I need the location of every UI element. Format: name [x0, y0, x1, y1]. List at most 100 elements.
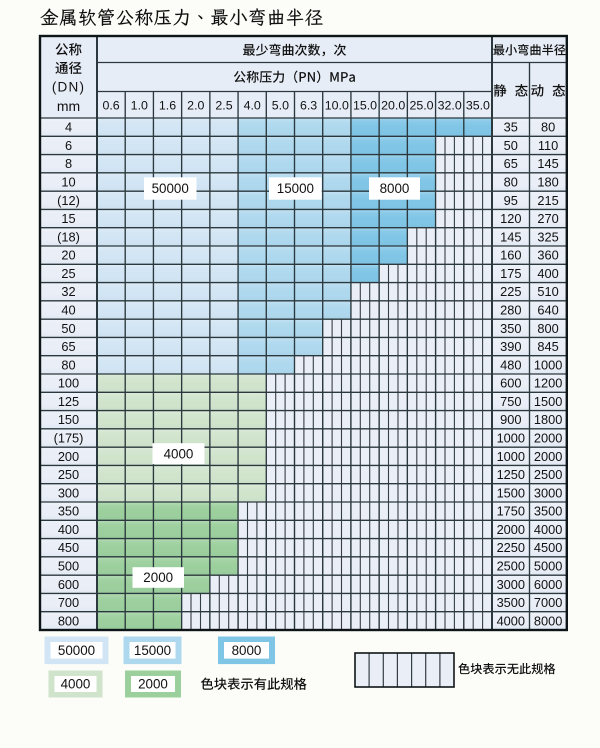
svg-text:20.0: 20.0	[381, 99, 405, 113]
svg-text:35.0: 35.0	[466, 99, 490, 113]
svg-text:180: 180	[537, 175, 558, 190]
svg-text:2000: 2000	[143, 570, 173, 585]
svg-text:50000: 50000	[152, 181, 189, 196]
svg-text:35: 35	[504, 120, 518, 135]
svg-text:15000: 15000	[277, 181, 314, 196]
svg-text:10.0: 10.0	[325, 99, 349, 113]
svg-text:2500: 2500	[497, 559, 525, 574]
svg-text:350: 350	[58, 504, 79, 519]
svg-text:2000: 2000	[497, 522, 525, 537]
svg-text:1200: 1200	[534, 376, 562, 391]
svg-text:80: 80	[61, 357, 75, 372]
svg-text:360: 360	[537, 248, 558, 263]
svg-text:800: 800	[58, 613, 79, 628]
svg-text:50: 50	[61, 321, 75, 336]
svg-text:325: 325	[537, 229, 558, 244]
svg-text:225: 225	[500, 284, 521, 299]
svg-text:450: 450	[58, 540, 79, 555]
svg-text:145: 145	[537, 156, 558, 171]
svg-text:(12): (12)	[57, 193, 80, 208]
svg-text:6: 6	[65, 138, 72, 153]
svg-text:25: 25	[61, 266, 75, 281]
svg-text:120: 120	[500, 211, 521, 226]
svg-text:4000: 4000	[497, 613, 525, 628]
svg-text:8000: 8000	[232, 643, 262, 658]
svg-text:280: 280	[500, 303, 521, 318]
svg-text:215: 215	[537, 193, 558, 208]
svg-text:270: 270	[537, 211, 558, 226]
svg-text:32: 32	[61, 284, 75, 299]
svg-text:8: 8	[65, 156, 72, 171]
svg-text:8000: 8000	[380, 181, 410, 196]
svg-text:15.0: 15.0	[353, 99, 377, 113]
svg-text:40: 40	[61, 303, 75, 318]
svg-text:20: 20	[61, 248, 75, 263]
svg-text:2000: 2000	[534, 431, 562, 446]
svg-text:160: 160	[500, 248, 521, 263]
svg-text:1.6: 1.6	[159, 99, 176, 113]
svg-text:600: 600	[500, 376, 521, 391]
svg-text:845: 845	[537, 339, 558, 354]
svg-text:(18): (18)	[57, 229, 80, 244]
svg-text:3000: 3000	[497, 577, 525, 592]
svg-text:(175): (175)	[54, 431, 84, 446]
svg-text:1.0: 1.0	[131, 99, 148, 113]
svg-text:200: 200	[58, 449, 79, 464]
svg-text:510: 510	[537, 284, 558, 299]
svg-text:640: 640	[537, 303, 558, 318]
svg-text:145: 145	[500, 229, 521, 244]
svg-text:1250: 1250	[497, 467, 525, 482]
svg-text:1500: 1500	[534, 394, 562, 409]
svg-text:750: 750	[500, 394, 521, 409]
svg-text:400: 400	[537, 266, 558, 281]
svg-text:1750: 1750	[497, 504, 525, 519]
svg-text:4: 4	[65, 120, 72, 135]
svg-text:3500: 3500	[534, 504, 562, 519]
svg-text:(DN): (DN)	[52, 79, 85, 94]
svg-text:1000: 1000	[497, 449, 525, 464]
svg-text:65: 65	[61, 339, 75, 354]
svg-text:80: 80	[541, 120, 555, 135]
svg-text:1500: 1500	[497, 485, 525, 500]
svg-text:mm: mm	[57, 98, 80, 114]
svg-text:350: 350	[500, 321, 521, 336]
svg-text:65: 65	[504, 156, 518, 171]
svg-text:15000: 15000	[134, 643, 171, 658]
svg-text:700: 700	[58, 595, 79, 610]
svg-text:3000: 3000	[534, 485, 562, 500]
svg-text:2250: 2250	[497, 540, 525, 555]
svg-text:80: 80	[504, 175, 518, 190]
svg-text:4000: 4000	[164, 446, 194, 461]
svg-text:400: 400	[58, 522, 79, 537]
svg-text:4500: 4500	[534, 540, 562, 555]
svg-text:390: 390	[500, 339, 521, 354]
svg-text:800: 800	[537, 321, 558, 336]
svg-text:1000: 1000	[497, 431, 525, 446]
svg-text:6.3: 6.3	[300, 99, 317, 113]
svg-text:8000: 8000	[534, 613, 562, 628]
svg-text:900: 900	[500, 412, 521, 427]
svg-text:4000: 4000	[61, 677, 91, 692]
svg-text:2500: 2500	[534, 467, 562, 482]
svg-text:5000: 5000	[534, 559, 562, 574]
svg-text:95: 95	[504, 193, 518, 208]
svg-text:0.6: 0.6	[102, 99, 119, 113]
svg-text:10: 10	[61, 175, 75, 190]
svg-text:1800: 1800	[534, 412, 562, 427]
svg-text:32.0: 32.0	[438, 99, 462, 113]
svg-text:25.0: 25.0	[409, 99, 433, 113]
svg-text:2000: 2000	[138, 677, 168, 692]
svg-text:50000: 50000	[58, 643, 95, 658]
svg-text:1000: 1000	[534, 357, 562, 372]
svg-text:3500: 3500	[497, 595, 525, 610]
svg-text:4.0: 4.0	[244, 99, 261, 113]
svg-text:175: 175	[500, 266, 521, 281]
svg-text:110: 110	[538, 138, 558, 153]
svg-text:2.0: 2.0	[187, 99, 204, 113]
svg-text:480: 480	[500, 357, 521, 372]
svg-text:300: 300	[58, 485, 79, 500]
svg-text:7000: 7000	[534, 595, 562, 610]
svg-text:600: 600	[58, 577, 79, 592]
svg-text:6000: 6000	[534, 577, 562, 592]
svg-text:2000: 2000	[534, 449, 562, 464]
